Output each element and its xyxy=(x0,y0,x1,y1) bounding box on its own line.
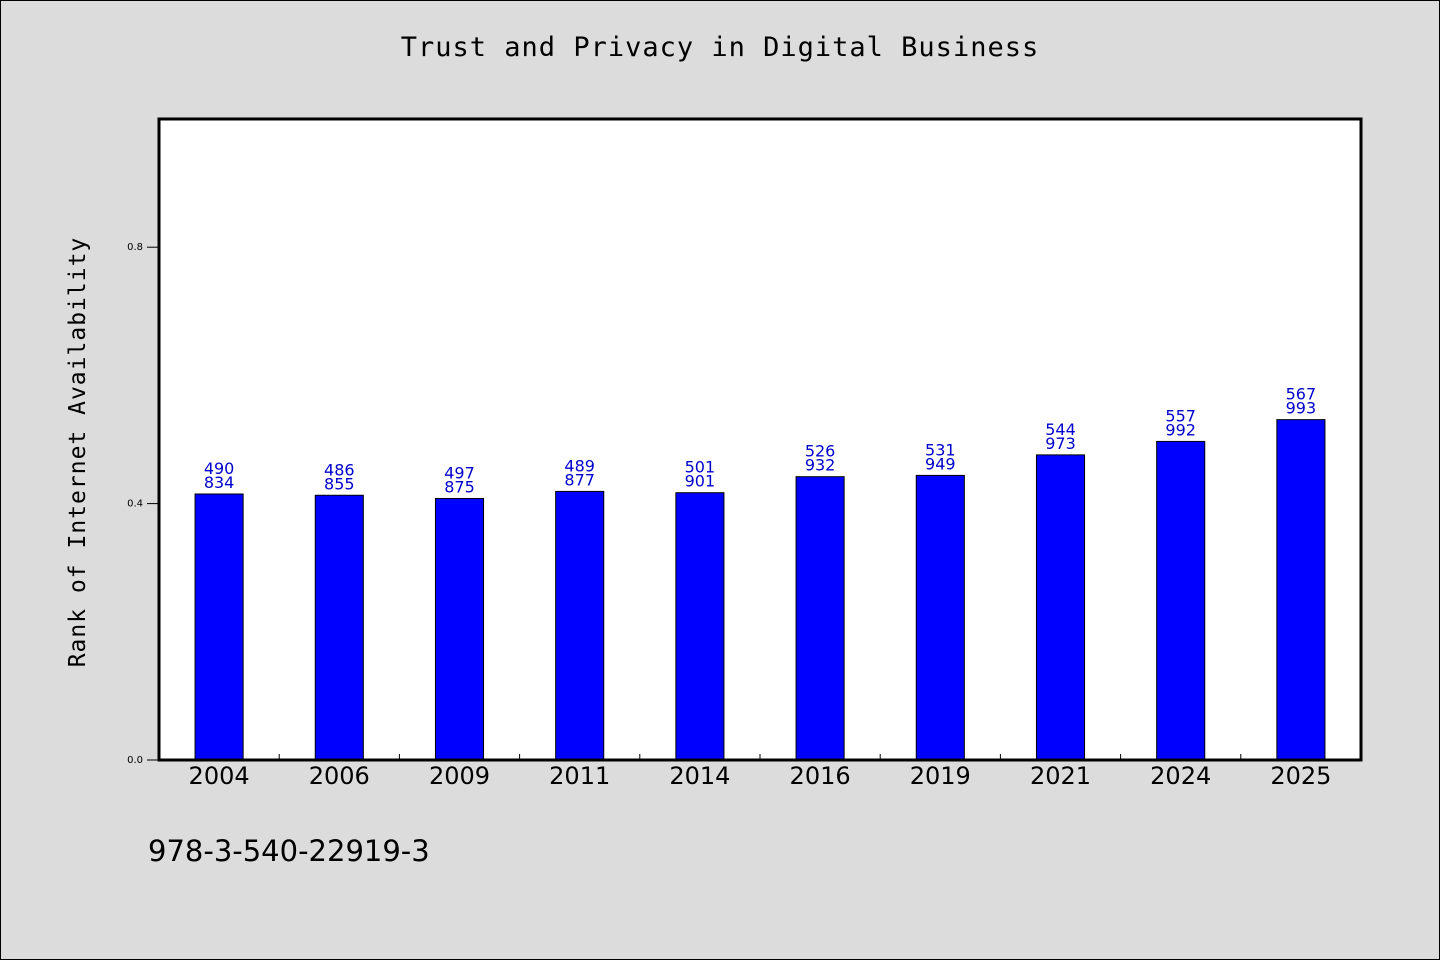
data-label-bottom-2006: 855 xyxy=(324,474,355,493)
x-tick-label-2025: 2025 xyxy=(1270,762,1331,790)
footer-identifier: 978-3-540-22919-3 xyxy=(148,834,430,868)
x-tick-label-2019: 2019 xyxy=(910,762,971,790)
data-label-bottom-2009: 875 xyxy=(444,477,475,496)
data-label-bottom-2016: 932 xyxy=(805,456,836,475)
data-label-top-2025: 567 xyxy=(1286,385,1317,404)
data-label-top-2011: 489 xyxy=(564,456,595,475)
chart-title: Trust and Privacy in Digital Business xyxy=(400,32,1040,63)
x-tick-label-2011: 2011 xyxy=(549,762,610,790)
data-label-top-2006: 486 xyxy=(324,460,355,479)
bar-2011 xyxy=(555,490,605,761)
data-label-top-2016: 526 xyxy=(805,442,836,461)
bar-2006 xyxy=(314,494,364,761)
bar-2024 xyxy=(1156,440,1206,761)
x-tick-label-2021: 2021 xyxy=(1030,762,1091,790)
bar-2019 xyxy=(915,474,965,761)
bar-2021 xyxy=(1035,454,1086,761)
plot-frame xyxy=(157,117,1363,762)
bars-group: 4908344868554978754898775019015269325319… xyxy=(194,385,1326,761)
x-tick-label-2006: 2006 xyxy=(309,762,370,790)
data-label-bottom-2024: 992 xyxy=(1165,420,1196,439)
y-tick-label-0.8: 0.8 xyxy=(127,242,143,253)
data-label-bottom-2019: 949 xyxy=(925,454,956,473)
data-label-bottom-2021: 973 xyxy=(1045,434,1076,453)
data-label-bottom-2004: 834 xyxy=(204,473,235,492)
data-label-bottom-2025: 993 xyxy=(1286,399,1317,418)
bar-2016 xyxy=(795,476,845,761)
bar-2004 xyxy=(194,493,244,761)
data-label-top-2024: 557 xyxy=(1165,406,1196,425)
x-tick-label-2016: 2016 xyxy=(790,762,851,790)
axes-group: 2004 2006 2009 2011 2014 2016 2019 2021 2024 2025… xyxy=(127,242,1331,790)
data-label-bottom-2014: 901 xyxy=(685,472,716,491)
y-tick-label-0.4: 0.4 xyxy=(127,499,143,510)
data-label-top-2021: 544 xyxy=(1045,420,1076,439)
y-tick-label-0.0: 0.0 xyxy=(127,755,143,766)
x-tick-label-2009: 2009 xyxy=(429,762,490,790)
data-label-top-2009: 497 xyxy=(444,463,475,482)
data-label-top-2019: 531 xyxy=(925,440,956,459)
data-label-bottom-2011: 877 xyxy=(564,470,595,489)
x-tick-label-2004: 2004 xyxy=(189,762,250,790)
x-tick-label-2024: 2024 xyxy=(1150,762,1211,790)
bar-2009 xyxy=(434,497,485,761)
bar-2025 xyxy=(1276,419,1326,761)
data-label-top-2004: 490 xyxy=(204,459,235,478)
data-label-top-2014: 501 xyxy=(685,458,716,477)
x-tick-label-2014: 2014 xyxy=(669,762,730,790)
bar-2014 xyxy=(675,492,725,761)
